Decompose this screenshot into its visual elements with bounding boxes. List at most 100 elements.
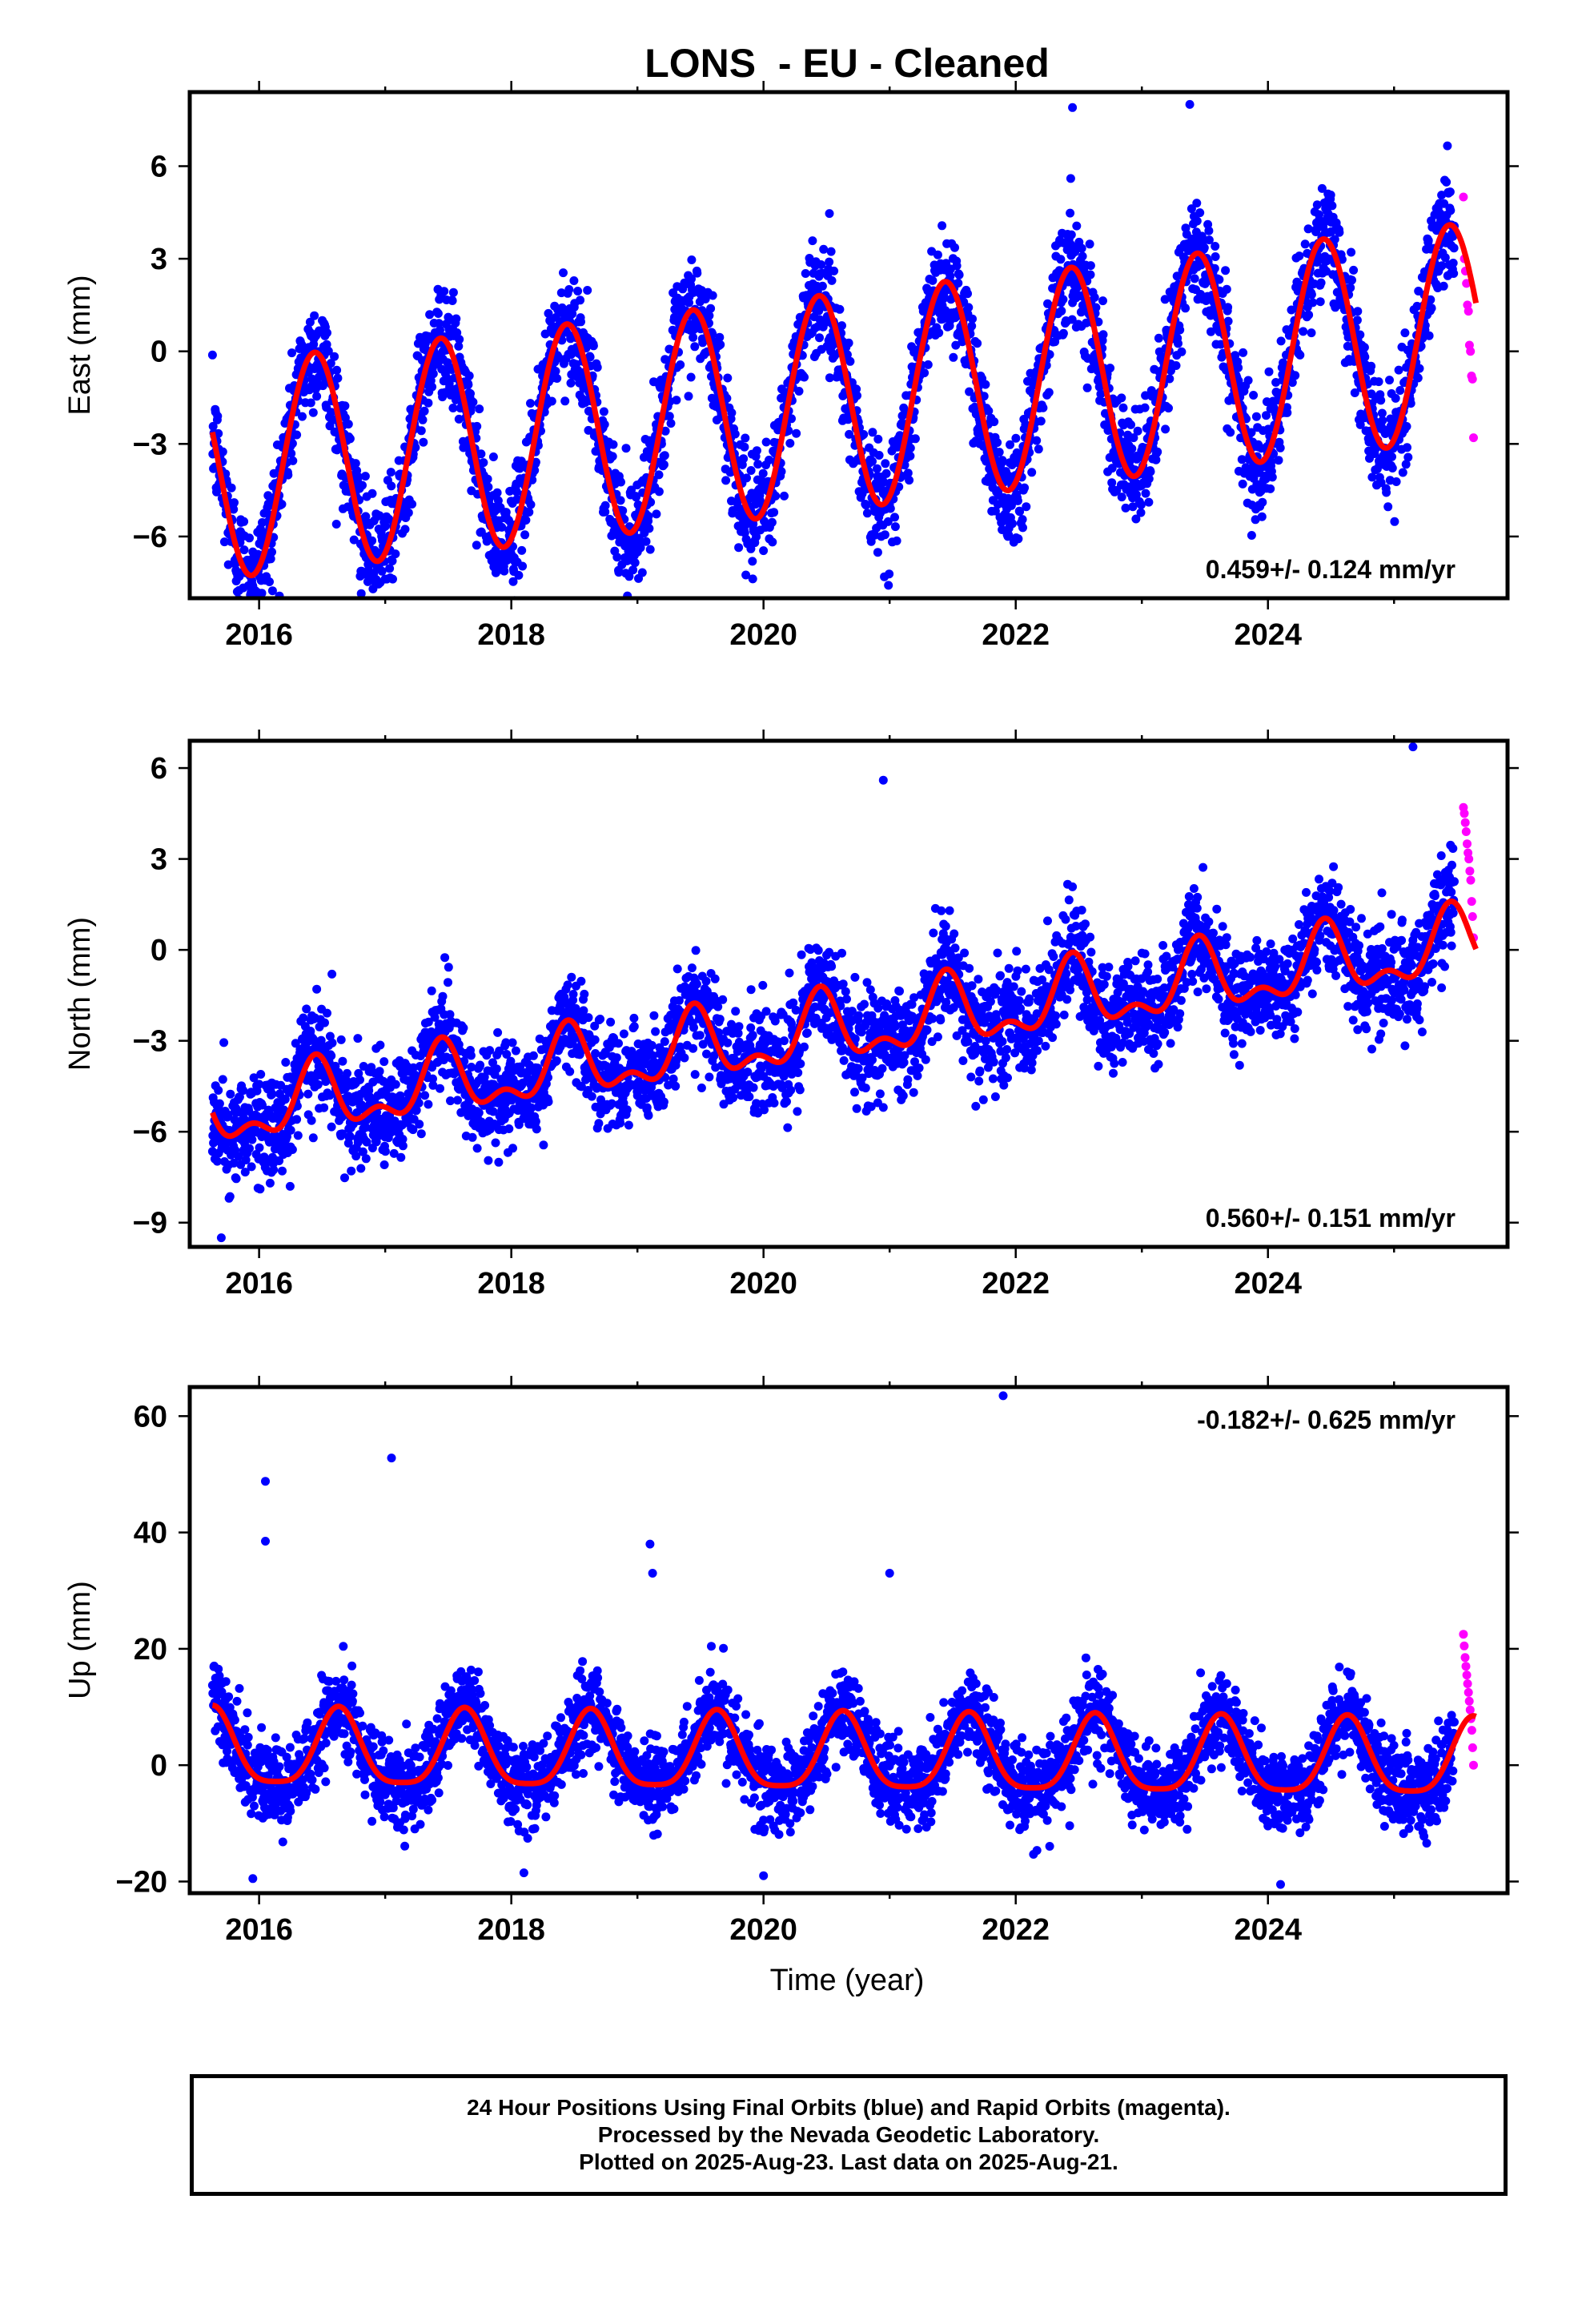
final-orbit-point xyxy=(741,570,751,580)
final-orbit-point xyxy=(592,363,602,372)
final-orbit-point xyxy=(934,328,944,338)
final-orbit-point xyxy=(835,304,845,314)
final-orbit-point xyxy=(517,545,527,555)
final-orbit-point xyxy=(742,473,751,483)
final-orbit-point xyxy=(827,275,837,285)
final-orbit-point xyxy=(1066,174,1075,183)
final-orbit-point xyxy=(1346,283,1355,292)
final-orbit-point xyxy=(1271,378,1281,387)
final-orbit-point xyxy=(512,487,521,497)
final-orbit-point xyxy=(606,1017,616,1027)
final-orbit-point xyxy=(566,378,576,388)
final-orbit-point xyxy=(438,991,448,1001)
final-orbit-point xyxy=(349,535,359,545)
final-orbit-point xyxy=(1355,330,1365,340)
final-orbit-point xyxy=(240,1168,250,1177)
final-orbit-point xyxy=(528,1051,538,1060)
final-orbit-point xyxy=(1266,484,1275,493)
final-orbit-point xyxy=(265,1178,275,1188)
final-orbit-point xyxy=(263,491,273,501)
final-orbit-point xyxy=(596,1015,605,1023)
final-orbit-point xyxy=(608,452,617,461)
final-orbit-point xyxy=(223,560,233,569)
final-orbit-point xyxy=(476,449,486,459)
final-orbit-point xyxy=(1307,290,1316,300)
final-orbit-point xyxy=(313,1080,323,1089)
final-orbit-point xyxy=(644,524,654,533)
final-orbit-point xyxy=(1448,231,1458,241)
final-orbit-point xyxy=(1394,365,1403,375)
final-orbit-point xyxy=(1247,531,1256,540)
final-orbit-point xyxy=(288,456,298,465)
final-orbit-point xyxy=(1374,377,1383,387)
final-orbit-point xyxy=(245,1144,254,1153)
final-orbit-point xyxy=(440,287,449,296)
final-orbit-point xyxy=(654,487,664,497)
final-orbit-point xyxy=(1066,208,1075,218)
final-orbit-point xyxy=(1360,352,1370,362)
final-orbit-point xyxy=(624,1120,633,1130)
final-orbit-point xyxy=(424,1100,433,1109)
final-orbit-point xyxy=(360,472,370,481)
final-orbit-point xyxy=(746,466,756,475)
final-orbit-point xyxy=(436,1084,444,1093)
final-orbit-point xyxy=(1426,295,1435,304)
final-orbit-point xyxy=(868,456,877,466)
final-orbit-point xyxy=(1445,187,1455,197)
final-orbit-point xyxy=(689,332,698,342)
final-orbit-point xyxy=(358,480,367,490)
final-orbit-point xyxy=(614,1039,623,1048)
final-orbit-point xyxy=(343,1068,351,1078)
final-orbit-point xyxy=(769,508,779,517)
final-orbit-point xyxy=(933,250,942,259)
final-orbit-point xyxy=(885,504,895,513)
final-orbit-point xyxy=(336,1035,346,1044)
final-orbit-point xyxy=(1058,295,1068,304)
final-orbit-point xyxy=(551,367,560,376)
final-orbit-point xyxy=(1226,428,1235,437)
final-orbit-point xyxy=(327,1038,337,1047)
final-orbit-point xyxy=(873,434,883,444)
final-orbit-point xyxy=(892,536,901,545)
final-orbit-point xyxy=(455,335,464,344)
final-orbit-point xyxy=(1004,530,1014,540)
final-orbit-point xyxy=(616,496,625,505)
final-orbit-point xyxy=(628,565,638,575)
final-orbit-point xyxy=(208,421,218,431)
final-orbit-point xyxy=(1186,204,1196,214)
final-orbit-point xyxy=(320,1018,329,1027)
final-orbit-point xyxy=(466,1051,476,1060)
final-orbit-point xyxy=(376,604,385,613)
final-orbit-point xyxy=(1223,303,1233,312)
final-orbit-point xyxy=(752,446,761,456)
final-orbit-point xyxy=(1077,243,1086,253)
final-orbit-point xyxy=(1330,235,1339,244)
final-orbit-point xyxy=(910,434,920,444)
final-orbit-point xyxy=(814,306,824,316)
final-orbit-point xyxy=(1195,208,1205,218)
final-orbit-point xyxy=(508,577,518,586)
final-orbit-point xyxy=(817,281,827,291)
final-orbit-point xyxy=(1347,247,1356,257)
final-orbit-point xyxy=(1082,318,1091,328)
final-orbit-point xyxy=(278,1166,287,1176)
final-orbit-point xyxy=(526,399,535,408)
final-orbit-point xyxy=(859,430,869,439)
final-orbit-point xyxy=(686,372,696,382)
final-orbit-point xyxy=(285,1181,295,1191)
final-orbit-point xyxy=(472,421,482,431)
final-orbit-point xyxy=(326,359,335,368)
final-orbit-point xyxy=(715,332,725,342)
final-orbit-point xyxy=(600,501,610,510)
final-orbit-point xyxy=(526,500,536,509)
final-orbit-point xyxy=(247,1135,257,1144)
final-orbit-point xyxy=(464,380,473,389)
final-orbit-point xyxy=(387,481,396,491)
final-orbit-point xyxy=(576,976,586,986)
final-orbit-point xyxy=(226,1089,235,1099)
final-orbit-point xyxy=(1387,464,1397,472)
final-orbit-point xyxy=(1443,141,1452,151)
final-orbit-point xyxy=(1036,416,1046,426)
final-orbit-point xyxy=(844,338,853,348)
